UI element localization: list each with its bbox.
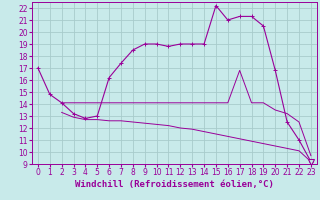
X-axis label: Windchill (Refroidissement éolien,°C): Windchill (Refroidissement éolien,°C) <box>75 180 274 189</box>
